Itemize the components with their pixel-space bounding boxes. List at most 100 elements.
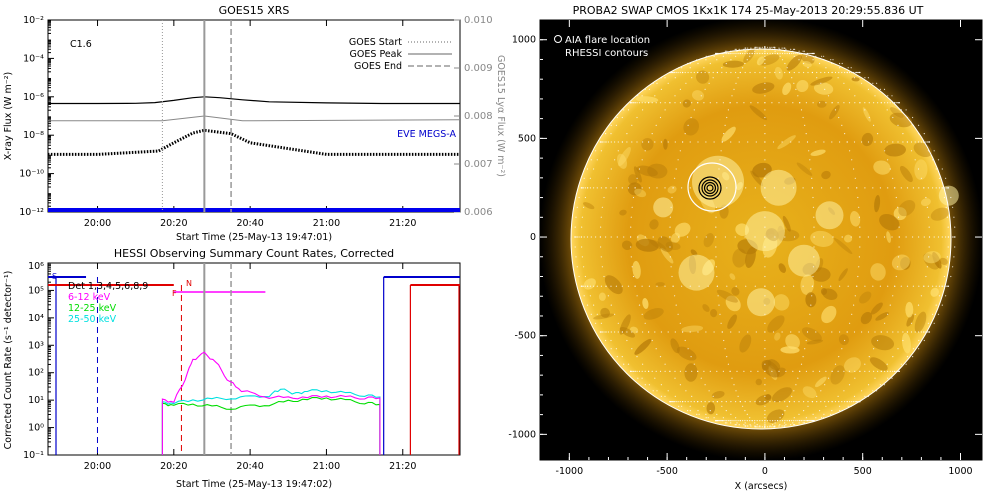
latitude-dot [825,102,827,104]
longitude-dot [764,206,766,208]
longitude-dot [810,168,812,170]
longitude-dot [644,384,646,386]
longitude-dot [737,77,739,79]
latitude-dot [621,187,623,189]
dark-region [939,257,948,265]
longitude-dot [912,348,915,350]
longitude-dot [679,322,681,324]
longitude-dot [729,370,731,372]
longitude-dot [707,417,709,419]
longitude-dot [716,420,719,422]
longitude-dot [605,141,607,143]
latitude-dot [703,102,705,104]
longitude-dot [874,377,876,379]
latitude-dot [935,187,937,189]
goes-y-tick-label: 10⁻¹⁰ [19,169,44,180]
longitude-dot [938,295,941,297]
latitude-dot [847,285,849,287]
latitude-dot [797,420,799,422]
longitude-dot [729,102,731,104]
longitude-dot [883,88,886,90]
longitude-dot [784,47,786,49]
longitude-dot [764,348,766,350]
dark-region [627,182,642,196]
latitude-dot [850,236,852,238]
longitude-dot [761,46,763,48]
longitude-dot [774,46,776,48]
latitude-dot [659,102,662,104]
longitude-dot [731,95,733,97]
latitude-dot [785,102,787,104]
longitude-dot [831,410,833,412]
latitude-dot [838,401,840,403]
latitude-dot [651,102,653,104]
longitude-dot [717,177,719,179]
longitude-dot [750,425,752,427]
bright-region [634,188,647,198]
longitude-dot [764,124,766,126]
latitude-dot [793,401,795,403]
latitude-dot [583,285,585,287]
longitude-dot [698,413,700,415]
longitude-dot [626,339,628,342]
latitude-dot [674,102,676,104]
longitude-dot [615,348,618,350]
longitude-dot [811,71,814,74]
longitude-dot [664,363,666,365]
latitude-dot [793,187,795,189]
longitude-dot [616,356,618,358]
bright-region [667,185,677,194]
latitude-dot [774,401,776,403]
longitude-dot [838,356,840,358]
longitude-dot [593,168,595,170]
latitude-dot [737,52,739,55]
hessi-legend-entry: 6-12 keV [68,292,111,303]
longitude-dot [823,55,825,57]
latitude-dot [887,102,889,104]
longitude-dot [764,339,766,342]
longitude-dot [749,48,751,51]
longitude-dot [634,102,636,104]
goes-y-label: X-ray Flux (W m⁻²) [3,72,14,161]
longitude-dot [705,55,707,57]
latitude-dot [746,52,748,55]
longitude-dot [648,88,651,90]
longitude-dot [700,377,702,379]
latitude-dot [849,71,851,74]
longitude-dot [774,422,776,424]
latitude-dot [895,102,897,104]
longitude-dot [764,48,766,51]
goes-x-tick-label: 20:00 [84,218,111,229]
longitude-dot [616,116,618,119]
latitude-dot [731,420,733,422]
latitude-dot [724,420,726,422]
longitude-dot [656,82,658,84]
longitude-dot [812,266,815,268]
latitude-dot [917,331,920,333]
longitude-dot [638,304,641,306]
dark-region [838,334,849,346]
latitude-dot [734,236,736,238]
latitude-dot [603,331,605,333]
latitude-dot [623,236,625,238]
longitude-dot [806,420,809,422]
latitude-dot [704,401,706,403]
longitude-dot [820,390,822,392]
longitude-dot [674,95,676,97]
longitude-dot [812,413,814,415]
longitude-dot [923,339,925,342]
longitude-dot [856,401,858,403]
longitude-dot [819,62,821,65]
latitude-dot [816,401,818,403]
longitude-dot [811,177,813,179]
longitude-dot [764,52,766,55]
longitude-dot [854,377,856,379]
latitude-dot [797,52,799,55]
latitude-dot [851,71,853,74]
latitude-dot [722,102,725,104]
latitude-dot [596,187,598,189]
longitude-dot [674,395,676,397]
longitude-dot [596,159,598,161]
latitude-dot [783,285,785,287]
longitude-dot [910,322,913,324]
